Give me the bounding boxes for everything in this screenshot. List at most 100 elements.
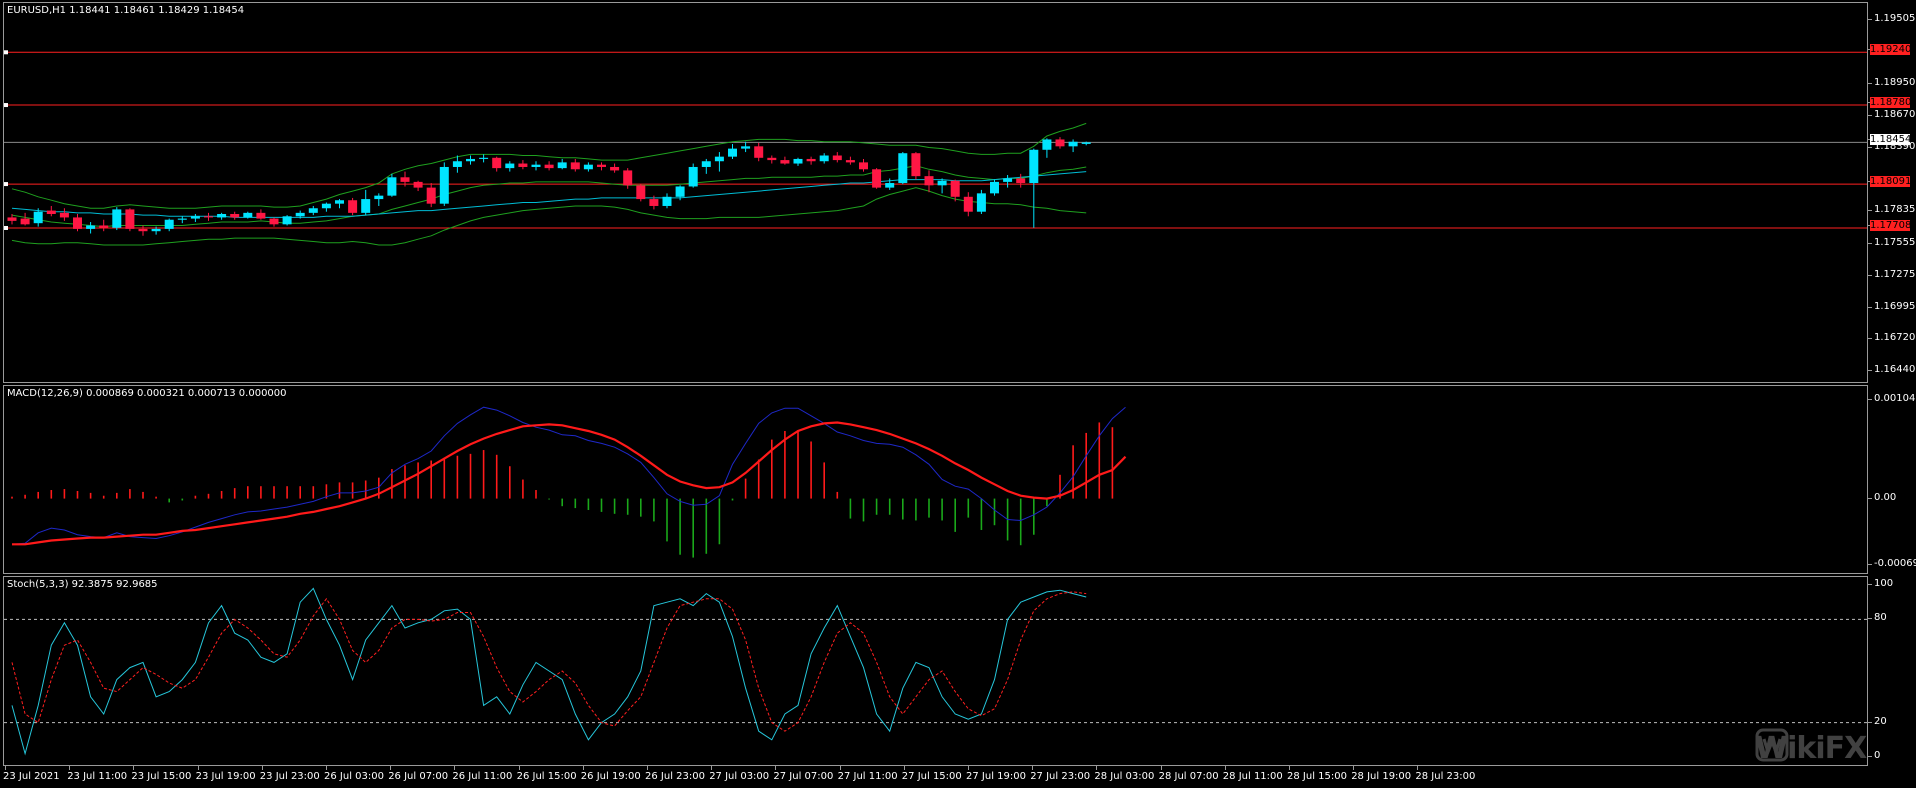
- candle-bearish: [845, 160, 855, 163]
- time-axis-label: 27 Jul 15:00: [901, 771, 962, 782]
- level-price-tag: 1.18091: [1870, 176, 1912, 188]
- candle-bullish: [33, 211, 43, 224]
- bollinger-upper-band: [11, 122, 1087, 209]
- candle-bullish: [885, 183, 895, 188]
- candle-bearish: [256, 212, 266, 219]
- candle-bullish: [505, 163, 515, 169]
- candle-bullish: [701, 161, 711, 167]
- symbol-title: EURUSD,H1 1.18441 1.18461 1.18429 1.1845…: [7, 5, 245, 16]
- time-axis-label: 26 Jul 23:00: [645, 771, 705, 782]
- time-axis-label: 27 Jul 07:00: [773, 771, 834, 782]
- level-price-tag: 1.19240: [1870, 44, 1912, 56]
- level-anchor-marker: [4, 103, 8, 108]
- macd-axis-label: 0.001041: [1874, 392, 1916, 404]
- stochastic-axis-label: 20: [1874, 715, 1887, 727]
- candle-bullish: [583, 164, 593, 170]
- candle-bearish: [518, 163, 528, 167]
- time-axis-tick: [775, 766, 777, 770]
- candle-bullish: [308, 208, 318, 213]
- candle-bearish: [99, 225, 109, 228]
- candle-bearish: [413, 181, 423, 188]
- time-axis-tick: [647, 766, 648, 770]
- axis-tick: [1868, 82, 1872, 84]
- time-axis-tick: [582, 766, 584, 770]
- price-chart-svg[interactable]: [4, 3, 1867, 382]
- candle-bullish: [321, 203, 331, 209]
- candle-bearish: [806, 158, 816, 162]
- time-axis-label: 23 Jul 11:00: [67, 771, 128, 782]
- time-axis-label: 28 Jul 23:00: [1415, 771, 1476, 782]
- stochastic-axis[interactable]: 100 80 20 0: [1868, 576, 1916, 766]
- time-axis-tick: [1096, 766, 1098, 770]
- price-chart-panel[interactable]: EURUSD,H1 1.18441 1.18461 1.18429 1.1845…: [3, 2, 1868, 383]
- level-anchor-marker: [4, 182, 8, 187]
- candle-bearish: [20, 218, 30, 225]
- candle-bearish: [426, 187, 436, 204]
- time-axis-label: 26 Jul 11:00: [452, 771, 513, 782]
- axis-tick: [1868, 306, 1872, 308]
- candle-bearish: [570, 162, 580, 170]
- candle-bearish: [610, 166, 620, 171]
- price-axis[interactable]: 1.19505 1.19240 1.18950 1.18780 1.18670 1.184…: [1868, 2, 1916, 383]
- time-axis-tick: [1160, 766, 1162, 770]
- candle-bearish: [1055, 139, 1065, 147]
- candle-bullish: [819, 155, 829, 162]
- macd-chart-svg[interactable]: [4, 386, 1867, 573]
- macd-axis[interactable]: 0.001041 0.00 -0.000697: [1868, 385, 1916, 574]
- macd-panel[interactable]: MACD(12,26,9) 0.000869 0.000321 0.000713…: [3, 385, 1868, 574]
- candle-bullish: [361, 199, 371, 213]
- candle-bullish: [374, 195, 384, 200]
- macd-axis-label: 0.00: [1874, 491, 1897, 503]
- stochastic-chart-svg[interactable]: [4, 577, 1867, 765]
- macd-line: [11, 406, 1126, 545]
- candle-bullish: [282, 216, 292, 225]
- time-axis-label: 27 Jul 23:00: [1030, 771, 1091, 782]
- candle-bullish: [728, 148, 737, 157]
- time-axis-label: 23 Jul 23:00: [259, 771, 320, 782]
- time-axis-tick: [1289, 766, 1290, 770]
- candle-bearish: [859, 162, 868, 170]
- price-axis-label: 1.18670: [1874, 108, 1916, 120]
- candle-bullish: [741, 146, 751, 149]
- candle-bearish: [963, 196, 973, 212]
- candle-bearish: [59, 212, 69, 218]
- candle-bearish: [492, 157, 502, 169]
- time-axis-tick: [261, 766, 263, 770]
- stochastic-panel[interactable]: Stoch(5,3,3) 92.3875 92.9685: [3, 576, 1868, 766]
- current-price-tag: 1.18454: [1870, 134, 1912, 146]
- candle-bullish: [177, 218, 187, 220]
- axis-tick: [1868, 756, 1872, 757]
- stochastic-main-line: [11, 587, 1087, 756]
- time-axis-label: 26 Jul 07:00: [388, 771, 449, 782]
- level-price-tag: 1.17708: [1870, 219, 1912, 231]
- axis-tick: [1868, 242, 1872, 244]
- time-axis-label: 26 Jul 03:00: [324, 771, 384, 782]
- time-axis-tick: [133, 766, 135, 770]
- candle-bullish: [452, 161, 462, 167]
- candle-bearish: [138, 228, 148, 232]
- candle-bullish: [714, 156, 724, 162]
- candle-bullish: [1068, 141, 1078, 147]
- time-axis-tick: [968, 766, 969, 770]
- axis-tick: [1868, 338, 1872, 340]
- candle-bullish: [1042, 139, 1052, 150]
- candle-bearish: [597, 164, 606, 167]
- candle-bearish: [544, 164, 554, 169]
- bollinger-lower-band: [11, 187, 1087, 246]
- time-axis-label: 28 Jul 15:00: [1287, 771, 1347, 782]
- time-axis[interactable]: 23 Jul 2021 23 Jul 11:00 23 Jul 15:00 23 Ju…: [3, 766, 1868, 788]
- time-axis-label: 28 Jul 03:00: [1094, 771, 1155, 782]
- watermark-text: WikiFX: [1755, 730, 1867, 766]
- time-axis-tick: [197, 766, 199, 770]
- candle-bullish: [990, 181, 999, 194]
- candle-bullish: [387, 177, 397, 196]
- candle-bearish: [204, 216, 213, 218]
- time-axis-label: 28 Jul 19:00: [1351, 771, 1412, 782]
- candle-bearish: [269, 218, 279, 225]
- stochastic-axis-label: 80: [1874, 612, 1887, 624]
- axis-tick: [1868, 146, 1872, 148]
- candle-bullish: [164, 219, 174, 229]
- time-axis-tick: [1417, 766, 1419, 770]
- time-axis-label: 23 Jul 19:00: [195, 771, 256, 782]
- time-axis-tick: [903, 766, 905, 770]
